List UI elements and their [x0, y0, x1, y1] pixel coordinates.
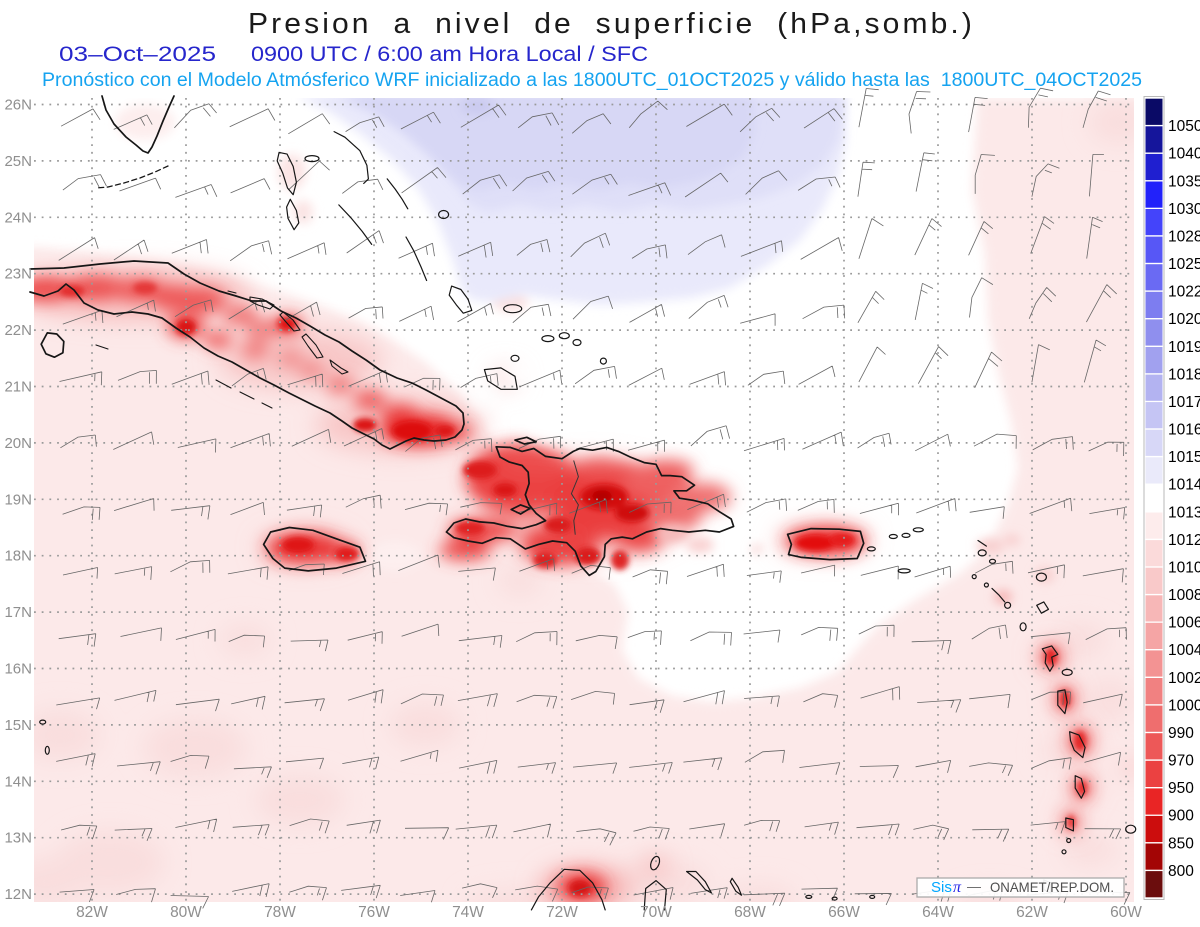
svg-text:74W: 74W — [452, 904, 484, 921]
svg-text:Sis: Sis — [931, 879, 952, 896]
svg-text:1012: 1012 — [1168, 532, 1200, 549]
svg-text:1006: 1006 — [1168, 615, 1200, 632]
svg-text:80W: 80W — [170, 904, 202, 921]
svg-text:1019: 1019 — [1168, 339, 1200, 356]
svg-text:1028: 1028 — [1168, 228, 1200, 245]
svg-text:0900 UTC / 6:00 am Hora Local: 0900 UTC / 6:00 am Hora Local / SFC — [251, 43, 648, 66]
svg-text:1013: 1013 — [1168, 504, 1200, 521]
svg-text:64W: 64W — [922, 904, 954, 921]
svg-text:19N: 19N — [4, 491, 32, 508]
svg-text:26N: 26N — [4, 97, 32, 114]
svg-text:72W: 72W — [546, 904, 578, 921]
svg-text:76W: 76W — [358, 904, 390, 921]
svg-text:1004: 1004 — [1168, 642, 1200, 659]
svg-text:13N: 13N — [4, 830, 32, 847]
svg-text:14N: 14N — [4, 773, 32, 790]
svg-text:990: 990 — [1168, 725, 1194, 742]
svg-text:1015: 1015 — [1168, 449, 1200, 466]
svg-text:1008: 1008 — [1168, 587, 1200, 604]
svg-text:60W: 60W — [1110, 904, 1142, 921]
svg-text:24N: 24N — [4, 209, 32, 226]
svg-text:1016: 1016 — [1168, 422, 1200, 439]
svg-text:950: 950 — [1168, 780, 1194, 797]
svg-text:15N: 15N — [4, 717, 32, 734]
svg-text:1022: 1022 — [1168, 284, 1200, 301]
svg-text:1010: 1010 — [1168, 560, 1200, 577]
svg-text:1017: 1017 — [1168, 394, 1200, 411]
svg-text:1020: 1020 — [1168, 311, 1200, 328]
svg-text:1050: 1050 — [1168, 118, 1200, 135]
svg-text:20N: 20N — [4, 435, 32, 452]
svg-text:800: 800 — [1168, 863, 1194, 880]
svg-text:1030: 1030 — [1168, 201, 1200, 218]
svg-text:ONAMET/REP.DOM.: ONAMET/REP.DOM. — [990, 879, 1114, 895]
svg-text:Pronóstico con el Modelo Atmós: Pronóstico con el Modelo Atmósferico WRF… — [42, 70, 1142, 91]
svg-text:22N: 22N — [4, 322, 32, 339]
svg-text:1014: 1014 — [1168, 477, 1200, 494]
svg-text:17N: 17N — [4, 604, 32, 621]
svg-text:1035: 1035 — [1168, 173, 1200, 190]
svg-text:1025: 1025 — [1168, 256, 1200, 273]
svg-text:850: 850 — [1168, 835, 1194, 852]
svg-text:12N: 12N — [4, 886, 32, 903]
svg-text:78W: 78W — [264, 904, 296, 921]
svg-text:970: 970 — [1168, 753, 1194, 770]
svg-text:1002: 1002 — [1168, 670, 1200, 687]
svg-text:62W: 62W — [1016, 904, 1048, 921]
svg-text:—: — — [967, 878, 981, 894]
svg-text:900: 900 — [1168, 808, 1194, 825]
svg-text:π: π — [953, 879, 962, 896]
svg-text:Presion a nivel de superficie: Presion a nivel de superficie (hPa,somb.… — [248, 8, 975, 40]
svg-text:66W: 66W — [828, 904, 860, 921]
svg-text:18N: 18N — [4, 548, 32, 565]
svg-text:03–Oct–2025: 03–Oct–2025 — [59, 43, 216, 66]
svg-text:68W: 68W — [734, 904, 766, 921]
svg-text:1040: 1040 — [1168, 146, 1200, 163]
svg-text:1000: 1000 — [1168, 697, 1200, 714]
svg-text:1018: 1018 — [1168, 366, 1200, 383]
svg-text:21N: 21N — [4, 379, 32, 396]
svg-text:23N: 23N — [4, 266, 32, 283]
svg-text:82W: 82W — [76, 904, 108, 921]
svg-text:70W: 70W — [640, 904, 672, 921]
svg-text:16N: 16N — [4, 661, 32, 678]
svg-text:25N: 25N — [4, 153, 32, 170]
